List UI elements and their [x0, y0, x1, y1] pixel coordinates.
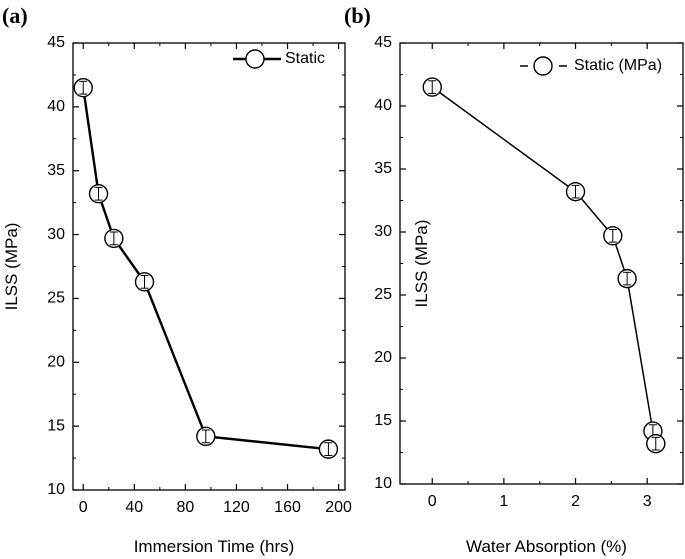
x-axis-title: Water Absorption (%): [466, 537, 627, 556]
legend-label: Static (MPa): [574, 57, 662, 74]
y-tick-label: 20: [47, 354, 65, 371]
y-tick-label: 35: [374, 160, 392, 177]
legend: Static: [233, 49, 325, 69]
y-tick-label: 30: [374, 223, 392, 240]
chart-panel-b: (b) 10 15 20 25 30 35 40 45 0 1 2 3 Water Absorption …: [344, 3, 684, 556]
plot-frame: [72, 42, 346, 491]
x-tick-label: 80: [176, 499, 194, 516]
legend: Static (MPa): [520, 56, 662, 76]
y-axis-title: ILSS (MPa): [2, 223, 21, 311]
x-tick-label: 160: [274, 499, 301, 516]
data-point: [603, 226, 623, 246]
legend-label: Static: [285, 50, 325, 67]
y-tick-label: 25: [47, 290, 65, 307]
x-tick-label: 0: [428, 493, 437, 510]
y-tick-label: 30: [47, 226, 65, 243]
series-line: [431, 86, 657, 444]
data-point: [617, 268, 637, 289]
chart-panel-a: (a) 10 15 20 25 30 35 40 45 0 40 80 120 160 200 Immersi…: [2, 3, 352, 556]
x-tick-label: 120: [223, 499, 250, 516]
x-tick-label: 3: [643, 493, 652, 510]
y-tick-label: 15: [47, 417, 65, 434]
data-point: [196, 426, 216, 447]
y-tick-label: 35: [47, 162, 65, 179]
y-axis-title: ILSS (MPa): [412, 220, 431, 308]
y-tick-label: 20: [374, 349, 392, 366]
data-point: [73, 77, 93, 98]
series-line: [82, 87, 329, 451]
x-tick-label: 200: [325, 499, 352, 516]
data-point: [565, 181, 586, 202]
plot-frame: [399, 42, 684, 485]
data-point: [104, 228, 124, 249]
y-tick-label: 45: [47, 34, 65, 51]
data-point: [88, 184, 109, 204]
data-point: [422, 77, 442, 97]
y-tick-label: 25: [374, 286, 392, 303]
y-tick-label: 40: [374, 97, 392, 114]
legend-marker: [245, 49, 265, 69]
x-tick-label: 2: [571, 493, 580, 510]
panel-label: (a): [2, 3, 28, 28]
y-tick-label: 10: [47, 481, 65, 498]
y-tick-label: 45: [374, 34, 392, 51]
y-tick-label: 40: [47, 98, 65, 115]
x-tick-label: 1: [499, 493, 508, 510]
y-tick-label: 15: [374, 412, 392, 429]
y-tick-label: 10: [374, 475, 392, 492]
data-point: [646, 433, 666, 454]
x-tick-label: 40: [125, 499, 143, 516]
legend-marker: [533, 56, 553, 76]
x-tick-label: 0: [79, 499, 88, 516]
data-point: [318, 439, 339, 459]
panel-label: (b): [344, 3, 371, 28]
x-axis-title: Immersion Time (hrs): [134, 537, 295, 556]
data-point: [134, 272, 155, 292]
